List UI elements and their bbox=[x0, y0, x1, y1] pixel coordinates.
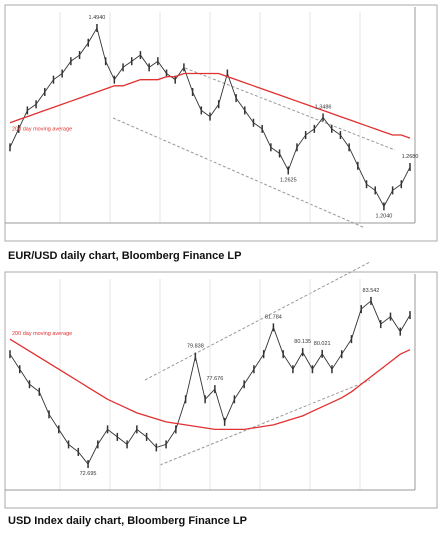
annotation: 79.838 bbox=[187, 344, 204, 350]
series-label: 200 day moving average bbox=[12, 127, 72, 133]
annotation: 77.676 bbox=[206, 376, 223, 382]
annotation: 72.695 bbox=[80, 471, 97, 477]
panel bbox=[4, 4, 438, 242]
annotation: 81.784 bbox=[265, 314, 282, 320]
caption: EUR/USD daily chart, Bloomberg Finance L… bbox=[8, 250, 242, 262]
panel bbox=[4, 271, 438, 509]
moving-average bbox=[9, 338, 411, 431]
annotation: 1.3486 bbox=[315, 104, 332, 110]
annotation: 1.2625 bbox=[280, 177, 297, 183]
caption: USD Index daily chart, Bloomberg Finance… bbox=[8, 515, 247, 527]
annotation: 80.021 bbox=[314, 341, 331, 347]
annotation: 1.2680 bbox=[402, 154, 419, 160]
annotation: 83.542 bbox=[363, 288, 380, 294]
trend-line bbox=[159, 379, 371, 466]
trend-line bbox=[144, 261, 371, 381]
annotation: 80.135 bbox=[294, 339, 311, 345]
price-line bbox=[9, 300, 411, 465]
annotation: 1.4940 bbox=[89, 15, 106, 21]
moving-average bbox=[9, 72, 411, 139]
series-label: 200 day moving average bbox=[12, 331, 72, 337]
annotation: 1.2040 bbox=[375, 213, 392, 219]
trend-line bbox=[112, 117, 366, 229]
